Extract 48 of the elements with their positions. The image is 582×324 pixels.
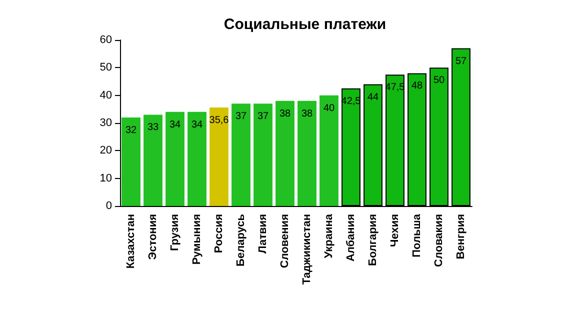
x-tick-label: Беларусь — [235, 214, 247, 266]
x-tick-label: Латвия — [257, 214, 269, 254]
data-label: 34 — [169, 119, 181, 130]
bar — [254, 104, 272, 206]
bar — [166, 112, 184, 206]
x-tick-label: Венгрия — [455, 214, 467, 260]
x-tick-label: Словения — [279, 214, 291, 268]
data-label: 44 — [367, 92, 379, 103]
y-tick-label: 60 — [100, 34, 112, 46]
chart-title: Социальные платежи — [224, 16, 386, 33]
x-tick-label: Эстония — [147, 214, 159, 260]
x-tick-label: Албания — [345, 214, 357, 262]
y-tick-label: 0 — [106, 200, 112, 212]
bar — [276, 100, 294, 206]
x-tick-label: Украина — [323, 213, 335, 258]
data-label: 37 — [235, 111, 247, 122]
data-label: 48 — [411, 80, 423, 92]
data-label: 32 — [125, 124, 137, 136]
data-label: 33 — [147, 122, 159, 134]
x-tick-label: Румыния — [191, 214, 203, 265]
x-tick-label: Словакия — [433, 214, 445, 267]
bar — [210, 108, 228, 206]
data-label: 34 — [191, 119, 203, 130]
bar — [232, 104, 250, 206]
bar — [188, 112, 206, 206]
bar — [320, 95, 338, 206]
data-label: 37 — [257, 111, 269, 122]
data-label: 38 — [279, 108, 291, 120]
y-tick-label: 50 — [100, 62, 112, 74]
x-tick-label: Россия — [213, 214, 225, 254]
x-tick-label: Чехия — [389, 214, 401, 247]
x-tick-label: Болгария — [367, 214, 379, 266]
y-tick-label: 10 — [100, 172, 112, 184]
data-label: 35,6 — [209, 115, 230, 126]
data-label: 50 — [433, 75, 445, 86]
data-label: 57 — [455, 56, 467, 67]
y-tick-label: 30 — [100, 117, 112, 129]
y-tick-label: 40 — [100, 89, 112, 102]
x-tick-label: Польша — [411, 213, 423, 258]
data-label: 40 — [323, 102, 335, 114]
bar — [122, 117, 140, 206]
bar — [298, 100, 316, 206]
x-tick-label: Таджикистан — [301, 214, 313, 285]
x-tick-label: Казахстан — [125, 214, 137, 269]
data-label: 38 — [301, 108, 313, 120]
bar — [144, 114, 162, 206]
x-tick-label: Грузия — [169, 214, 181, 252]
y-tick-label: 20 — [100, 144, 112, 157]
